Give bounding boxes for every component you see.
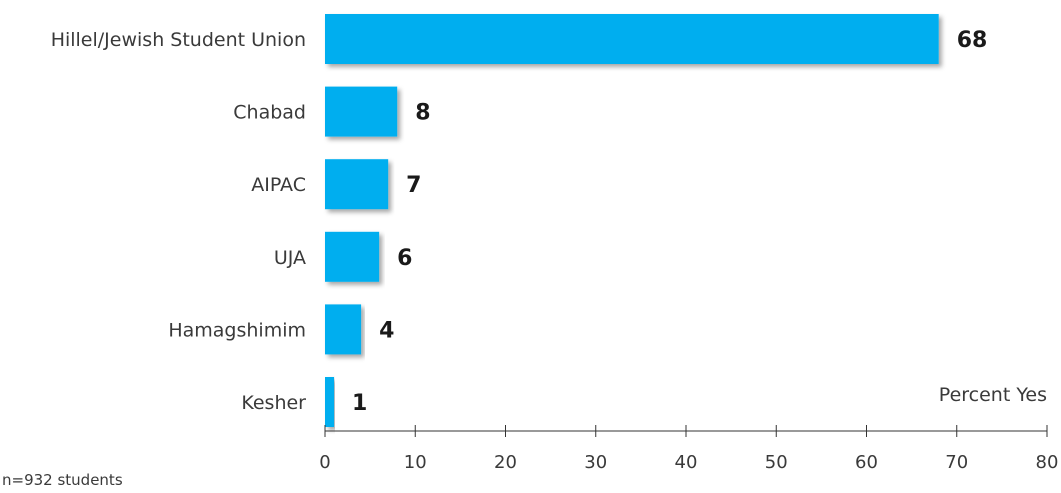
x-tick-label-20: 20 [494,452,517,473]
bar-hamagshimim [325,304,362,355]
x-tick-label-0: 0 [319,452,330,473]
bar-aipac [325,159,389,210]
category-label-hamagshimim: Hamagshimim [168,319,306,341]
bar-hillel-jewish-student-union [325,14,939,64]
value-label-kesher: 1 [352,391,367,416]
category-label-kesher: Kesher [241,392,306,414]
x-tick-label-30: 30 [584,452,607,473]
value-label-aipac: 7 [406,173,421,198]
value-label-hillel-jewish-student-union: 68 [957,28,988,53]
x-tick-label-50: 50 [765,452,788,473]
bars [325,14,939,427]
bar-kesher [325,377,335,427]
sample-size-note: n=932 students [2,471,123,489]
value-label-chabad: 8 [415,101,430,126]
x-tick-label-40: 40 [675,452,698,473]
bar-uja [325,231,380,282]
x-tick-label-10: 10 [404,452,427,473]
value-label-uja: 6 [397,246,412,271]
x-tick-label-80: 80 [1036,452,1059,473]
category-label-hillel-jewish-student-union: Hillel/Jewish Student Union [51,29,306,51]
value-labels: 68 8 7 6 4 1 [352,28,987,416]
x-axis: 0 10 20 30 40 50 60 70 80 [319,425,1058,473]
category-label-chabad: Chabad [233,102,306,124]
value-label-hamagshimim: 4 [379,318,394,343]
category-label-aipac: AIPAC [251,174,306,196]
category-labels: Hillel/Jewish Student Union Chabad AIPAC UJ… [51,29,306,414]
x-tick-label-60: 60 [855,452,878,473]
x-tick-label-70: 70 [945,452,968,473]
bar-chabad [325,86,398,137]
x-axis-title: Percent Yes [939,384,1047,406]
category-label-uja: UJA [274,247,306,269]
